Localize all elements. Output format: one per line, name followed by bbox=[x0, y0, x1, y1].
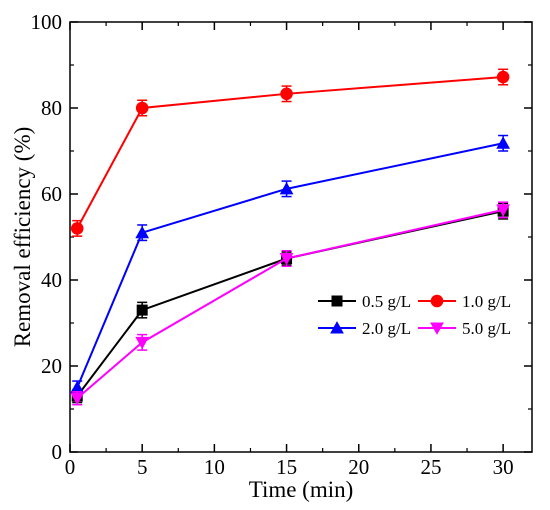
legend-label: 0.5 g/L bbox=[362, 292, 411, 311]
data-point bbox=[496, 204, 510, 217]
series-2-0-g-l bbox=[70, 134, 510, 395]
axes: 0 5 10 15 20 25 30 0 20 40 60 80 100 bbox=[31, 10, 533, 479]
legend-item: 5.0 g/L bbox=[418, 319, 511, 338]
series-layer bbox=[70, 68, 510, 406]
series-1-0-g-l bbox=[70, 68, 510, 237]
series-0-5-g-l bbox=[71, 202, 509, 404]
series-line bbox=[76, 76, 504, 229]
legend-marker bbox=[330, 321, 344, 334]
y-tick-label: 100 bbox=[31, 10, 63, 34]
x-tick-label: 0 bbox=[65, 455, 76, 479]
data-point bbox=[70, 392, 85, 406]
legend-item: 0.5 g/L bbox=[318, 292, 411, 311]
series-line bbox=[76, 208, 504, 400]
data-point bbox=[496, 136, 510, 149]
y-tick-label: 80 bbox=[41, 96, 62, 120]
data-point bbox=[135, 225, 150, 239]
y-tick-label: 60 bbox=[41, 182, 62, 206]
data-point bbox=[280, 87, 293, 101]
data-point bbox=[135, 336, 150, 350]
legend: 0.5 g/L 1.0 g/L 2.0 g/L 5.0 g/L bbox=[318, 292, 511, 338]
data-point bbox=[136, 304, 148, 316]
y-tick-label: 0 bbox=[52, 440, 63, 464]
y-axis-title: Removal efficiency (%) bbox=[10, 127, 35, 348]
legend-label: 2.0 g/L bbox=[362, 319, 411, 338]
legend-marker bbox=[430, 322, 444, 335]
data-point bbox=[70, 380, 85, 393]
y-tick-label: 40 bbox=[41, 268, 62, 292]
legend-label: 1.0 g/L bbox=[462, 292, 511, 311]
x-tick-label: 20 bbox=[348, 455, 369, 479]
legend-item: 2.0 g/L bbox=[318, 319, 411, 338]
x-axis-title: Time (min) bbox=[249, 477, 354, 502]
legend-marker bbox=[331, 295, 343, 307]
data-point bbox=[70, 222, 84, 235]
legend-item: 1.0 g/L bbox=[418, 292, 511, 311]
data-point bbox=[135, 101, 149, 115]
x-tick-label: 5 bbox=[137, 455, 148, 479]
series-line bbox=[76, 142, 504, 388]
x-tick-label: 30 bbox=[493, 455, 514, 479]
x-tick-label: 10 bbox=[204, 455, 225, 479]
legend-label: 5.0 g/L bbox=[462, 319, 511, 338]
series-5-0-g-l bbox=[70, 201, 510, 406]
data-point bbox=[496, 70, 510, 84]
y-tick-label: 20 bbox=[41, 354, 62, 378]
x-tick-label: 25 bbox=[420, 455, 441, 479]
data-point bbox=[279, 181, 294, 195]
x-tick-label: 15 bbox=[276, 455, 297, 479]
legend-marker bbox=[430, 294, 444, 308]
data-point bbox=[279, 253, 294, 266]
